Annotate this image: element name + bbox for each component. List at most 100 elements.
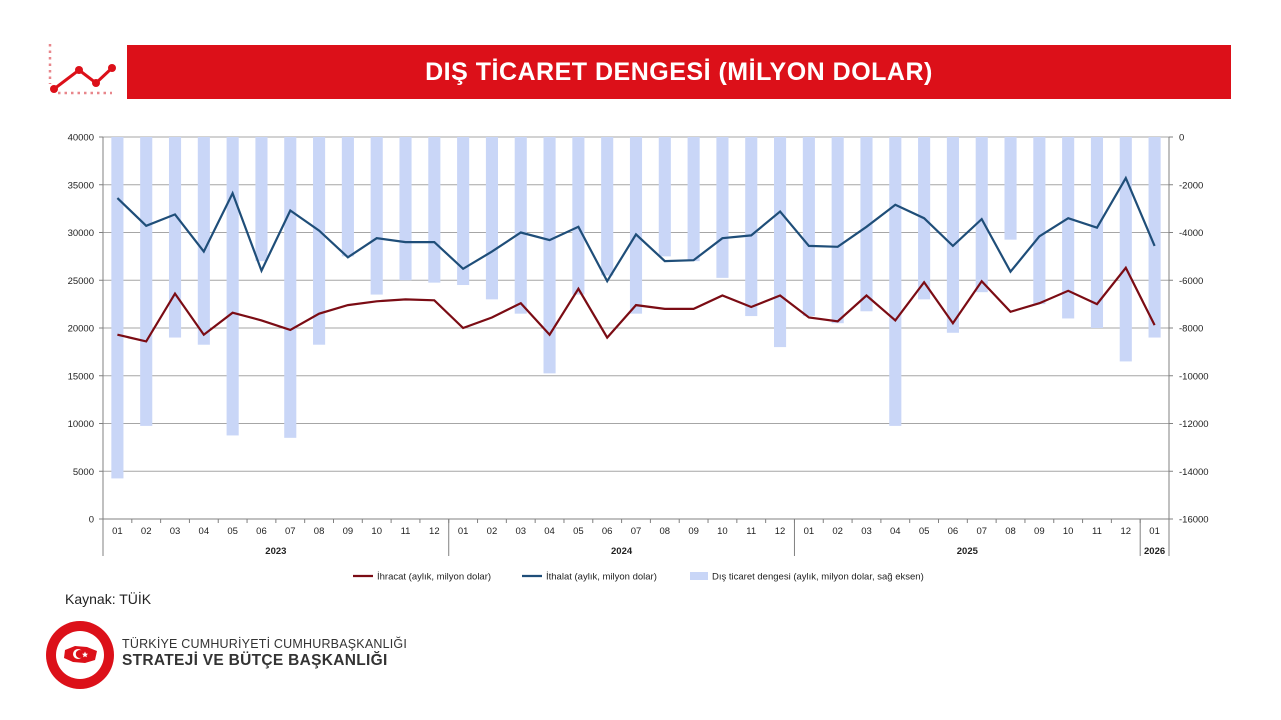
left-tick-label: 15000 — [68, 371, 94, 382]
balance-bar — [485, 137, 498, 300]
month-tick-label: 07 — [631, 526, 642, 537]
month-tick-label: 06 — [602, 526, 613, 537]
month-tick-label: 05 — [227, 526, 238, 537]
right-tick-label: -10000 — [1179, 371, 1209, 382]
month-tick-label: 03 — [861, 526, 872, 537]
balance-bar — [226, 137, 239, 436]
month-tick-label: 05 — [919, 526, 930, 537]
right-tick-label: -6000 — [1179, 276, 1203, 287]
balance-bar — [428, 137, 441, 283]
left-tick-label: 10000 — [68, 419, 94, 430]
left-tick-label: 35000 — [68, 180, 94, 191]
balance-bar — [1119, 137, 1132, 362]
month-tick-label: 02 — [141, 526, 152, 537]
month-tick-label: 03 — [170, 526, 181, 537]
month-tick-label: 10 — [717, 526, 728, 537]
month-tick-label: 05 — [573, 526, 584, 537]
balance-bar — [716, 137, 729, 278]
balance-bar — [889, 137, 902, 426]
month-tick-label: 09 — [343, 526, 354, 537]
month-tick-label: 03 — [515, 526, 526, 537]
balance-bar — [1090, 137, 1104, 328]
year-label: 2026 — [1144, 546, 1165, 557]
legend-label: İhracat (aylık, milyon dolar) — [377, 572, 491, 583]
series-lines — [116, 175, 1156, 343]
left-tick-label: 20000 — [68, 324, 94, 335]
legend: İhracat (aylık, milyon dolar) İthalat (ay… — [353, 572, 924, 583]
balance-bar — [975, 137, 988, 293]
balance-bar — [658, 137, 671, 257]
balance-bar — [572, 137, 585, 295]
balance-bar — [687, 137, 700, 262]
right-tick-label: -8000 — [1179, 324, 1203, 335]
emblem-icon — [46, 621, 114, 689]
balance-bar — [1148, 137, 1161, 338]
series-line — [116, 175, 1156, 284]
source-note: Kaynak: TÜİK — [65, 591, 152, 607]
balance-bars — [111, 137, 1161, 479]
balance-bar — [774, 137, 787, 348]
month-tick-label: 11 — [1092, 526, 1102, 537]
month-tick-label: 11 — [746, 526, 756, 537]
balance-bar — [946, 137, 959, 333]
balance-bar — [745, 137, 758, 317]
balance-bar — [341, 137, 354, 257]
balance-bar — [514, 137, 527, 314]
axes: 0 5000 10000 15000 20000 25000 30000 35000 40000… — [68, 133, 1209, 558]
trade-balance-chart: 0 5000 10000 15000 20000 25000 30000 35000 40000… — [68, 133, 1209, 583]
year-label: 2023 — [265, 546, 286, 557]
balance-bar — [313, 137, 326, 345]
right-tick-label: 0 — [1179, 133, 1184, 144]
legend-label: Dış ticaret dengesi (aylık, milyon dolar… — [712, 572, 924, 583]
month-tick-label: 02 — [487, 526, 498, 537]
right-tick-label: -12000 — [1179, 419, 1209, 430]
month-tick-label: 01 — [804, 526, 815, 537]
balance-bar — [831, 137, 844, 324]
balance-bar — [1033, 137, 1046, 305]
month-tick-label: 06 — [948, 526, 959, 537]
legend-swatch — [690, 572, 708, 580]
month-tick-label: 04 — [890, 526, 901, 537]
month-tick-label: 09 — [1034, 526, 1045, 537]
balance-bar — [457, 137, 470, 286]
month-tick-label: 11 — [401, 526, 411, 537]
balance-bar — [629, 137, 643, 314]
right-tick-label: -2000 — [1179, 180, 1203, 191]
right-tick-label: -14000 — [1179, 467, 1209, 478]
balance-bar — [168, 137, 182, 338]
left-tick-label: 5000 — [73, 467, 94, 478]
year-label: 2025 — [957, 546, 979, 557]
month-tick-label: 07 — [976, 526, 987, 537]
legend-label: İthalat (aylık, milyon dolar) — [546, 572, 657, 583]
balance-bar — [284, 137, 297, 438]
month-tick-label: 04 — [544, 526, 555, 537]
month-tick-label: 01 — [1149, 526, 1160, 537]
left-tick-label: 25000 — [68, 276, 94, 287]
right-tick-label: -4000 — [1179, 228, 1203, 239]
balance-bar — [140, 137, 153, 426]
month-tick-label: 12 — [429, 526, 440, 537]
series-line — [117, 265, 1156, 343]
month-tick-label: 06 — [256, 526, 267, 537]
month-tick-label: 10 — [371, 526, 382, 537]
line-chart-icon — [48, 44, 116, 95]
month-tick-label: 10 — [1063, 526, 1074, 537]
balance-bar — [802, 137, 815, 317]
month-tick-label: 12 — [1120, 526, 1131, 537]
left-tick-label: 30000 — [68, 228, 94, 239]
month-tick-label: 08 — [314, 526, 325, 537]
balance-bar — [111, 137, 124, 479]
page-title: DIŞ TİCARET DENGESİ (MİLYON DOLAR) — [127, 45, 1231, 99]
right-tick-label: -16000 — [1179, 515, 1209, 526]
balance-bar — [197, 137, 210, 345]
year-label: 2024 — [611, 546, 633, 557]
month-tick-label: 08 — [1005, 526, 1016, 537]
balance-bar — [255, 137, 268, 262]
balance-bar — [543, 137, 556, 374]
month-tick-label: 12 — [775, 526, 786, 537]
month-tick-label: 07 — [285, 526, 296, 537]
org-name-line2: STRATEJİ VE BÜTÇE BAŞKANLIĞI — [122, 652, 388, 669]
left-tick-label: 0 — [89, 515, 94, 526]
org-name-line1: TÜRKİYE CUMHURİYETİ CUMHURBAŞKANLIĞI — [122, 637, 408, 651]
balance-bar — [601, 137, 614, 276]
